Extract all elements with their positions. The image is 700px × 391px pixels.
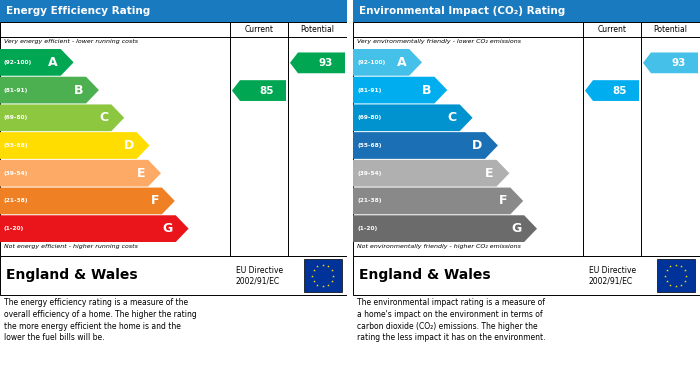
Text: (21-38): (21-38) <box>4 198 29 203</box>
Bar <box>353 22 700 256</box>
Text: Not energy efficient - higher running costs: Not energy efficient - higher running co… <box>4 244 138 249</box>
Text: D: D <box>472 139 482 152</box>
Bar <box>353 256 700 295</box>
Text: Environmental Impact (CO₂) Rating: Environmental Impact (CO₂) Rating <box>359 6 566 16</box>
Bar <box>304 259 342 292</box>
Polygon shape <box>0 132 150 159</box>
Text: (81-91): (81-91) <box>4 88 29 93</box>
Bar <box>0 0 347 22</box>
Polygon shape <box>353 77 447 104</box>
Text: Not environmentally friendly - higher CO₂ emissions: Not environmentally friendly - higher CO… <box>357 244 521 249</box>
Bar <box>353 0 700 22</box>
Polygon shape <box>0 77 99 104</box>
Text: The energy efficiency rating is a measure of the
overall efficiency of a home. T: The energy efficiency rating is a measur… <box>4 298 197 343</box>
Text: C: C <box>447 111 456 124</box>
Text: (55-68): (55-68) <box>4 143 29 148</box>
Polygon shape <box>0 160 161 187</box>
Text: 93: 93 <box>671 58 686 68</box>
Text: A: A <box>48 56 57 69</box>
Text: (1-20): (1-20) <box>357 226 377 231</box>
Text: 93: 93 <box>318 58 332 68</box>
Text: (39-54): (39-54) <box>357 171 382 176</box>
Text: G: G <box>511 222 521 235</box>
Text: Current: Current <box>244 25 274 34</box>
Text: (81-91): (81-91) <box>357 88 382 93</box>
Text: (39-54): (39-54) <box>4 171 29 176</box>
Text: F: F <box>150 194 159 208</box>
Text: E: E <box>136 167 145 180</box>
Text: (55-68): (55-68) <box>357 143 382 148</box>
Polygon shape <box>0 49 74 76</box>
Polygon shape <box>232 80 286 101</box>
Text: EU Directive
2002/91/EC: EU Directive 2002/91/EC <box>589 266 636 285</box>
Polygon shape <box>643 52 698 73</box>
Bar <box>0 22 347 256</box>
Polygon shape <box>353 188 523 214</box>
Text: England & Wales: England & Wales <box>6 269 138 283</box>
Text: Very environmentally friendly - lower CO₂ emissions: Very environmentally friendly - lower CO… <box>357 39 521 44</box>
Polygon shape <box>585 80 639 101</box>
Polygon shape <box>353 104 473 131</box>
Polygon shape <box>0 215 188 242</box>
Text: C: C <box>99 111 108 124</box>
Text: (1-20): (1-20) <box>4 226 25 231</box>
Polygon shape <box>353 215 537 242</box>
Text: The environmental impact rating is a measure of
a home's impact on the environme: The environmental impact rating is a mea… <box>357 298 545 343</box>
Text: B: B <box>422 84 431 97</box>
Text: B: B <box>74 84 83 97</box>
Bar <box>657 259 695 292</box>
Polygon shape <box>0 188 175 214</box>
Text: 85: 85 <box>260 86 274 95</box>
Text: England & Wales: England & Wales <box>359 269 491 283</box>
Text: (92-100): (92-100) <box>357 60 385 65</box>
Polygon shape <box>0 104 124 131</box>
Text: Very energy efficient - lower running costs: Very energy efficient - lower running co… <box>4 39 138 44</box>
Polygon shape <box>290 52 345 73</box>
Text: Current: Current <box>598 25 626 34</box>
Text: (69-80): (69-80) <box>4 115 28 120</box>
Text: A: A <box>396 56 406 69</box>
Polygon shape <box>353 49 422 76</box>
Polygon shape <box>353 160 510 187</box>
Text: (92-100): (92-100) <box>4 60 32 65</box>
Text: (21-38): (21-38) <box>357 198 382 203</box>
Text: D: D <box>123 139 134 152</box>
Text: Potential: Potential <box>654 25 687 34</box>
Bar <box>0 256 347 295</box>
Text: G: G <box>162 222 173 235</box>
Text: 85: 85 <box>612 86 627 95</box>
Text: EU Directive
2002/91/EC: EU Directive 2002/91/EC <box>236 266 283 285</box>
Text: E: E <box>485 167 494 180</box>
Text: Potential: Potential <box>300 25 335 34</box>
Text: Energy Efficiency Rating: Energy Efficiency Rating <box>6 6 150 16</box>
Polygon shape <box>353 132 498 159</box>
Text: (69-80): (69-80) <box>357 115 382 120</box>
Text: F: F <box>499 194 508 208</box>
